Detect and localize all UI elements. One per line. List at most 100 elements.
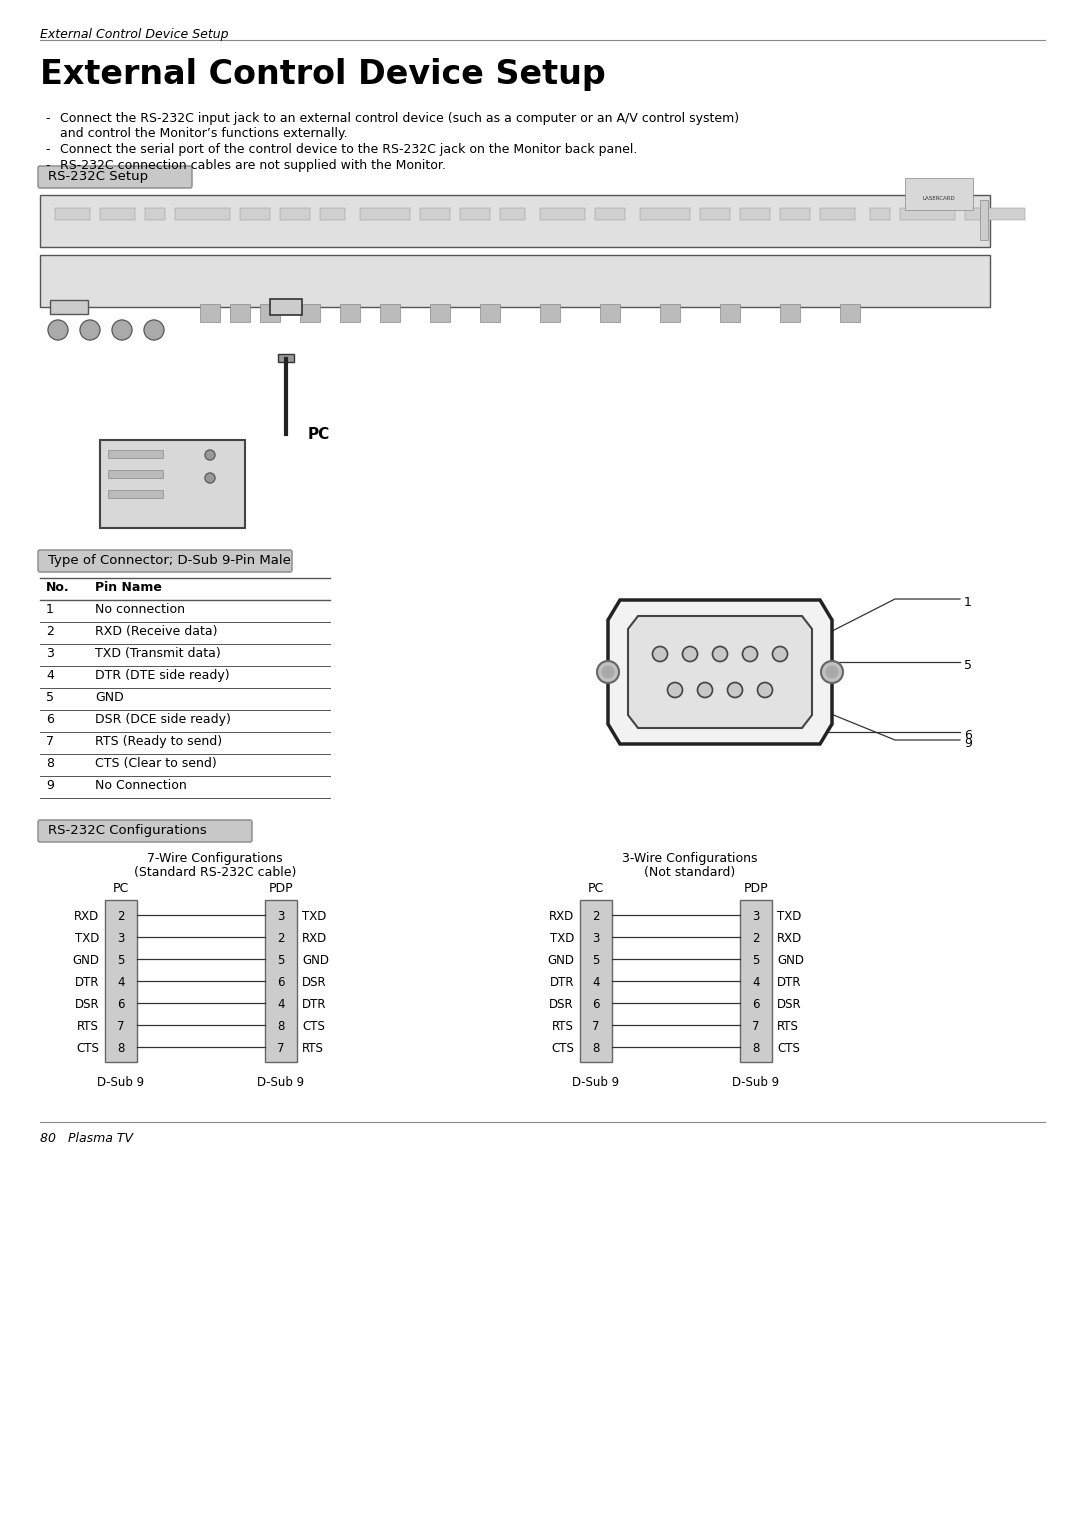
Text: 2: 2 — [278, 932, 285, 944]
Text: CTS: CTS — [76, 1042, 99, 1054]
Bar — [820, 208, 855, 220]
Circle shape — [597, 662, 619, 683]
Text: RTS: RTS — [552, 1021, 573, 1033]
Text: 2: 2 — [118, 911, 125, 923]
Bar — [230, 304, 249, 322]
Text: DSR: DSR — [302, 976, 326, 989]
Text: 9: 9 — [46, 779, 54, 792]
Text: D-Sub 9: D-Sub 9 — [97, 1076, 145, 1089]
Bar — [480, 304, 500, 322]
Text: GND: GND — [546, 953, 573, 967]
Text: and control the Monitor’s functions externally.: and control the Monitor’s functions exte… — [60, 127, 348, 141]
Bar — [600, 304, 620, 322]
Bar — [50, 299, 87, 313]
Circle shape — [144, 319, 164, 341]
Bar — [740, 900, 772, 1062]
Text: CTS: CTS — [551, 1042, 573, 1054]
Text: DSR: DSR — [75, 998, 99, 1012]
Text: RS-232C Configurations: RS-232C Configurations — [48, 824, 206, 837]
Text: 5: 5 — [592, 953, 599, 967]
Text: D-Sub 9: D-Sub 9 — [572, 1076, 620, 1089]
Text: 3: 3 — [753, 911, 759, 923]
Text: RS-232C connection cables are not supplied with the Monitor.: RS-232C connection cables are not suppli… — [60, 159, 446, 173]
Text: PDP: PDP — [744, 882, 768, 895]
Text: PC: PC — [113, 882, 130, 895]
Bar — [740, 208, 770, 220]
Bar — [270, 299, 302, 315]
Bar — [720, 304, 740, 322]
Text: No.: No. — [46, 581, 69, 594]
Text: No connection: No connection — [95, 604, 185, 616]
Text: 80   Plasma TV: 80 Plasma TV — [40, 1132, 133, 1144]
Bar — [840, 304, 860, 322]
Bar — [966, 208, 1025, 220]
Text: 4: 4 — [118, 976, 125, 989]
Bar — [640, 208, 690, 220]
FancyBboxPatch shape — [38, 167, 192, 188]
Text: 7-Wire Configurations: 7-Wire Configurations — [147, 853, 283, 865]
Text: GND: GND — [777, 953, 804, 967]
Text: DSR: DSR — [550, 998, 573, 1012]
Circle shape — [826, 666, 838, 678]
Text: 7: 7 — [278, 1042, 285, 1054]
Bar — [100, 440, 245, 529]
Text: 2: 2 — [592, 911, 599, 923]
Text: 6: 6 — [46, 714, 54, 726]
Text: (Not standard): (Not standard) — [645, 866, 735, 879]
Text: 6: 6 — [964, 729, 972, 743]
Text: 8: 8 — [753, 1042, 759, 1054]
Text: 5: 5 — [964, 659, 972, 672]
Bar — [108, 451, 163, 458]
Bar — [660, 304, 680, 322]
Bar — [380, 304, 400, 322]
Polygon shape — [608, 601, 832, 744]
Text: 4: 4 — [46, 669, 54, 681]
Text: DTR (DTE side ready): DTR (DTE side ready) — [95, 669, 230, 681]
Text: 6: 6 — [592, 998, 599, 1012]
Text: 8: 8 — [46, 756, 54, 770]
Bar — [900, 208, 955, 220]
Text: DTR: DTR — [75, 976, 99, 989]
Text: RXD (Receive data): RXD (Receive data) — [95, 625, 217, 639]
Circle shape — [772, 646, 787, 662]
Text: D-Sub 9: D-Sub 9 — [257, 1076, 305, 1089]
Text: 4: 4 — [278, 998, 285, 1012]
Text: RXD: RXD — [777, 932, 802, 944]
Bar — [580, 900, 612, 1062]
Text: 8: 8 — [592, 1042, 599, 1054]
Text: DSR (DCE side ready): DSR (DCE side ready) — [95, 714, 231, 726]
Text: -: - — [45, 159, 50, 173]
Bar — [260, 304, 280, 322]
Text: (Standard RS-232C cable): (Standard RS-232C cable) — [134, 866, 296, 879]
Bar — [40, 196, 990, 248]
Circle shape — [713, 646, 728, 662]
Text: 3-Wire Configurations: 3-Wire Configurations — [622, 853, 758, 865]
Text: RXD: RXD — [302, 932, 327, 944]
Text: 1: 1 — [46, 604, 54, 616]
Text: TXD (Transmit data): TXD (Transmit data) — [95, 646, 220, 660]
Circle shape — [698, 683, 713, 697]
Text: External Control Device Setup: External Control Device Setup — [40, 58, 606, 92]
Text: 3: 3 — [278, 911, 285, 923]
Text: PDP: PDP — [269, 882, 294, 895]
Circle shape — [667, 683, 683, 697]
Text: 2: 2 — [753, 932, 759, 944]
Text: 6: 6 — [753, 998, 759, 1012]
Text: Pin Name: Pin Name — [95, 581, 162, 594]
Bar — [200, 304, 220, 322]
Bar — [280, 208, 310, 220]
Bar — [145, 208, 165, 220]
Text: -: - — [45, 144, 50, 156]
Text: 5: 5 — [753, 953, 759, 967]
Bar — [55, 208, 90, 220]
Text: DTR: DTR — [777, 976, 801, 989]
Bar — [105, 900, 137, 1062]
Text: RXD: RXD — [73, 911, 99, 923]
Text: 8: 8 — [118, 1042, 124, 1054]
Circle shape — [652, 646, 667, 662]
Text: 5: 5 — [118, 953, 124, 967]
Text: 7: 7 — [592, 1021, 599, 1033]
Bar — [175, 208, 230, 220]
Bar — [240, 208, 270, 220]
Text: GND: GND — [302, 953, 329, 967]
